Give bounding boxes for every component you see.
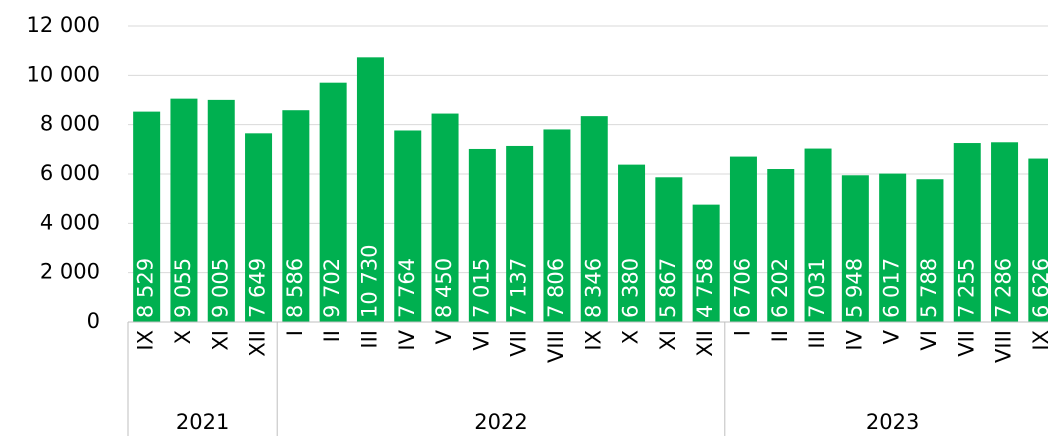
- value-label: 7 255: [954, 258, 978, 318]
- x-tick-label: VI: [917, 330, 941, 351]
- y-tick-label: 8 000: [40, 112, 100, 136]
- x-tick-label: IV: [842, 329, 866, 350]
- value-label: 8 529: [134, 258, 158, 318]
- value-label: 8 586: [283, 258, 307, 318]
- x-tick-label: XII: [246, 330, 270, 357]
- group-label: 2021: [176, 410, 229, 434]
- bar: [207, 99, 235, 322]
- y-tick-label: 2 000: [40, 260, 100, 284]
- value-label: 8 450: [432, 258, 456, 318]
- bar: [767, 169, 795, 322]
- x-tick-label: II: [320, 330, 344, 342]
- x-tick-label: IX: [581, 330, 605, 351]
- x-tick-label: V: [880, 329, 904, 344]
- bar: [655, 177, 683, 322]
- x-tick-label: I: [283, 330, 307, 336]
- value-label: 8 346: [581, 258, 605, 318]
- x-tick-label: III: [805, 330, 829, 349]
- group-label: 2022: [474, 410, 527, 434]
- bar: [729, 156, 757, 322]
- bar: [319, 82, 347, 323]
- value-label: 9 005: [208, 258, 232, 318]
- value-label: 6 380: [619, 258, 643, 318]
- bar: [953, 143, 981, 322]
- value-label: 7 649: [246, 258, 270, 318]
- bar: [170, 98, 198, 322]
- x-tick-label: IV: [395, 329, 419, 350]
- value-label: 10 730: [357, 245, 381, 318]
- value-label: 9 055: [171, 258, 195, 318]
- bar: [841, 175, 869, 322]
- value-label: 6 202: [768, 258, 792, 318]
- bar: [1028, 158, 1048, 322]
- bar: [394, 130, 422, 322]
- bar: [543, 129, 571, 322]
- x-tick-label: X: [619, 330, 643, 344]
- value-label: 6 017: [880, 258, 904, 318]
- x-tick-label: I: [730, 330, 754, 336]
- value-label: 6 626: [1029, 258, 1048, 318]
- value-label: 5 948: [842, 258, 866, 318]
- value-label: 7 031: [805, 258, 829, 318]
- group-label: 2023: [866, 410, 919, 434]
- value-label: 7 286: [992, 258, 1016, 318]
- bar: [916, 179, 944, 322]
- value-label: 5 867: [656, 258, 680, 318]
- x-tick-label: II: [768, 330, 792, 342]
- x-tick-label: VIII: [992, 330, 1016, 363]
- y-tick-label: 12 000: [27, 13, 100, 37]
- bar: [282, 110, 310, 322]
- x-tick-label: III: [357, 330, 381, 349]
- x-tick-label: XI: [208, 330, 232, 351]
- bar: [580, 116, 608, 322]
- bar: [431, 113, 459, 322]
- x-tick-label: VIII: [544, 330, 568, 363]
- x-tick-label: IX: [1029, 330, 1048, 351]
- y-tick-label: 10 000: [27, 62, 100, 86]
- bar: [879, 173, 907, 322]
- bar: [991, 142, 1019, 322]
- x-tick-label: XI: [656, 330, 680, 351]
- bar: [133, 111, 161, 322]
- value-label: 7 806: [544, 258, 568, 318]
- x-tick-label: X: [171, 330, 195, 344]
- bar: [356, 57, 384, 323]
- x-tick-label: VII: [507, 330, 531, 357]
- bar: [804, 148, 832, 322]
- value-label: 4 758: [693, 258, 717, 318]
- x-tick-label: IX: [134, 330, 158, 351]
- y-tick-label: 4 000: [40, 210, 100, 234]
- value-label: 7 015: [469, 258, 493, 318]
- bar: [468, 148, 496, 322]
- value-label: 5 788: [917, 258, 941, 318]
- y-tick-label: 6 000: [40, 161, 100, 185]
- value-label: 7 764: [395, 258, 419, 318]
- bar: [618, 164, 646, 322]
- x-tick-label: VII: [954, 330, 978, 357]
- value-label: 7 137: [507, 258, 531, 318]
- bar: [506, 145, 534, 322]
- bar: [245, 133, 273, 322]
- value-label: 6 706: [730, 258, 754, 318]
- value-label: 9 702: [320, 258, 344, 318]
- x-tick-label: XII: [693, 330, 717, 357]
- y-tick-label: 0: [87, 309, 100, 333]
- x-tick-label: V: [432, 329, 456, 344]
- x-tick-label: VI: [469, 330, 493, 351]
- bar: [692, 204, 720, 322]
